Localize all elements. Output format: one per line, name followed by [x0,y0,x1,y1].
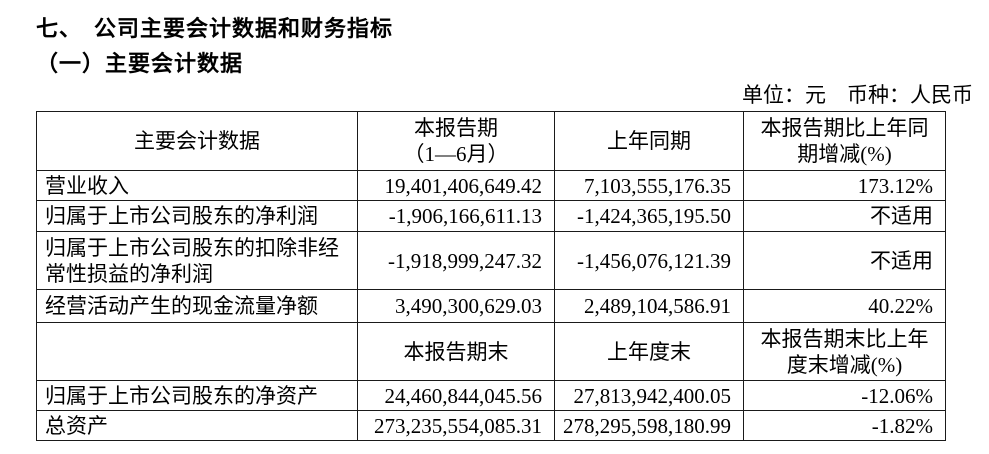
table-row: 归属于上市公司股东的净利润 -1,906,166,611.13 -1,424,3… [36,200,946,232]
prior-period-value-cell: 2,489,104,586.91 [554,289,744,323]
header-cell-prior-period: 上年同期 [554,111,744,171]
header-cell-change-end: 本报告期末比上年 度末增减(%) [743,322,946,381]
current-end-value-cell: 273,235,554,085.31 [357,410,555,441]
change-value-cell: 不适用 [743,231,946,290]
header-cell-current-period: 本报告期 （1—6月） [357,111,555,171]
table-row: 营业收入 19,401,406,649.42 7,103,555,176.35 … [36,170,946,201]
current-period-value-cell: 19,401,406,649.42 [357,170,555,201]
prior-period-value-cell: -1,456,076,121.39 [554,231,744,290]
prior-period-value-cell: 7,103,555,176.35 [554,170,744,201]
document-page: 七、 公司主要会计数据和财务指标 （一）主要会计数据 单位：元 币种：人民币 主… [36,16,973,441]
current-period-value-cell: -1,906,166,611.13 [357,200,555,232]
subsection-title: （一）主要会计数据 [36,51,244,76]
current-period-value-cell: 3,490,300,629.03 [357,289,555,323]
metric-label-cell: 归属于上市公司股东的扣除非经 常性损益的净利润 [36,231,358,290]
section-title: 七、 公司主要会计数据和财务指标 [36,16,394,41]
table-header-row-end: 本报告期末 上年度末 本报告期末比上年 度末增减(%) [36,322,946,381]
header-cell-prior-end: 上年度末 [554,322,744,381]
metric-label-cell: 归属于上市公司股东的净资产 [36,380,358,411]
header-cell-metric: 主要会计数据 [36,111,358,171]
metric-label-cell: 经营活动产生的现金流量净额 [36,289,358,323]
prior-end-value-cell: 27,813,942,400.05 [554,380,744,411]
metric-label-cell: 营业收入 [36,170,358,201]
table-row: 归属于上市公司股东的扣除非经 常性损益的净利润 -1,918,999,247.3… [36,231,946,290]
metric-label-cell: 总资产 [36,410,358,441]
change-value-cell: 不适用 [743,200,946,232]
table-row: 归属于上市公司股东的净资产 24,460,844,045.56 27,813,9… [36,380,946,411]
prior-end-value-cell: 278,295,598,180.99 [554,410,744,441]
header-cell-current-end: 本报告期末 [357,322,555,381]
current-period-value-cell: -1,918,999,247.32 [357,231,555,290]
change-value-cell: 173.12% [743,170,946,201]
header-cell-empty [36,322,358,381]
change-value-cell: 40.22% [743,289,946,323]
current-end-value-cell: 24,460,844,045.56 [357,380,555,411]
unit-note: 单位：元 币种：人民币 [742,83,973,107]
table-row: 经营活动产生的现金流量净额 3,490,300,629.03 2,489,104… [36,289,946,323]
change-value-cell: -12.06% [743,380,946,411]
table-header-row-period: 主要会计数据 本报告期 （1—6月） 上年同期 本报告期比上年同 期增减(%) [36,111,946,171]
financial-table: 主要会计数据 本报告期 （1—6月） 上年同期 本报告期比上年同 期增减(%) … [36,111,946,441]
metric-label-cell: 归属于上市公司股东的净利润 [36,200,358,232]
change-value-cell: -1.82% [743,410,946,441]
prior-period-value-cell: -1,424,365,195.50 [554,200,744,232]
table-row: 总资产 273,235,554,085.31 278,295,598,180.9… [36,410,946,441]
header-cell-change: 本报告期比上年同 期增减(%) [743,111,946,171]
